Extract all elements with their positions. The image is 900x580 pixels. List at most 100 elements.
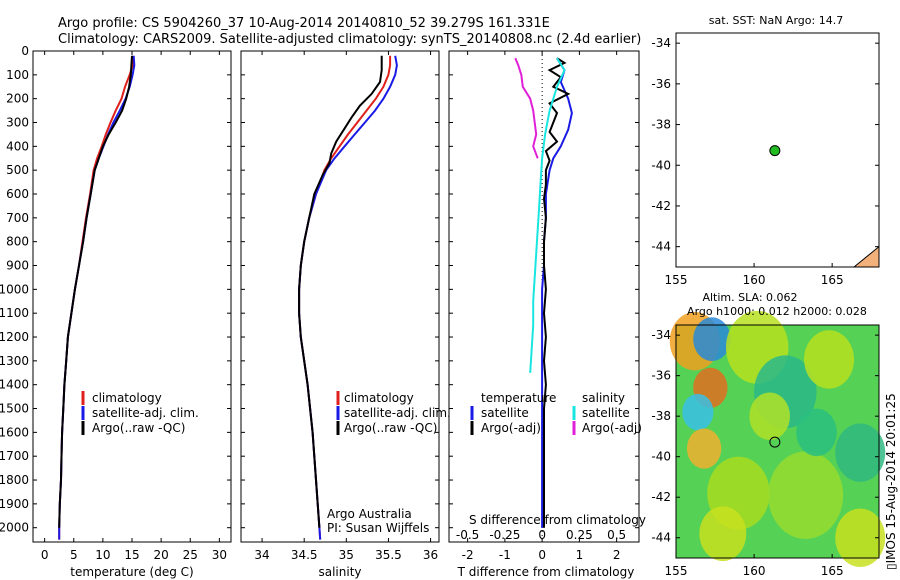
depth-tick-label: 900	[6, 259, 29, 273]
sla-anomaly-patch	[768, 451, 844, 539]
depth-tick-label: 1800	[0, 473, 29, 487]
x-tick-label: 0	[41, 548, 49, 562]
series-line	[529, 57, 566, 373]
legend-argo: Argo(..raw -QC)	[344, 421, 437, 435]
legend-climatology: climatology	[92, 391, 162, 405]
lat-tick-label: -40	[651, 158, 671, 172]
difference-xlabel: T difference from climatology	[457, 565, 635, 579]
s-difference-label: S difference from climatology	[469, 513, 646, 527]
series-line	[514, 57, 539, 159]
series-line	[541, 57, 573, 528]
depth-tick-label: 1500	[0, 402, 29, 416]
lon-tick-label: 160	[743, 273, 766, 287]
legend-temperature-title: temperature	[481, 391, 556, 405]
x-tick-label: 1	[576, 548, 584, 562]
depth-tick-label: 2000	[0, 521, 29, 535]
sla-anomaly-patch	[835, 423, 886, 482]
difference-legend: temperature satellite Argo(-adj) salinit…	[469, 391, 646, 527]
legend-t-argo: Argo(-adj)	[481, 421, 541, 435]
x-tick-label: 5	[70, 548, 78, 562]
legend-satellite: satellite-adj. clim.	[344, 406, 451, 420]
x-tick-label: 30	[212, 548, 227, 562]
depth-tick-label: 1600	[0, 425, 29, 439]
credit-pi: PI: Susan Wijffels	[327, 521, 429, 535]
x-tick-label: 35	[339, 548, 354, 562]
land-patch	[852, 245, 880, 268]
temperature-xlabel: temperature (deg C)	[70, 565, 193, 579]
depth-tick-label: 1400	[0, 378, 29, 392]
salinity-panel-frame	[240, 50, 440, 543]
argo-float-marker	[769, 436, 781, 448]
depth-tick-label: 300	[6, 116, 29, 130]
depth-tick-label: 1200	[0, 330, 29, 344]
legend-climatology: climatology	[344, 391, 414, 405]
depth-tick-label: 1700	[0, 449, 29, 463]
lat-tick-label: -40	[651, 450, 671, 464]
imos-stamp-text: IMOS 15-Aug-2014 20:01:25	[884, 393, 898, 564]
series-line	[58, 55, 133, 528]
temperature-legend: climatology satellite-adj. clim. Argo(..…	[81, 391, 199, 435]
lat-tick-label: -36	[651, 77, 671, 91]
credit-argo-australia: Argo Australia	[327, 507, 412, 521]
depth-tick-label: 200	[6, 92, 29, 106]
sla-anomaly-patch	[835, 508, 886, 567]
depth-tick-label: 700	[6, 211, 29, 225]
s-tick-label: -0.5	[456, 528, 479, 542]
sla-map-title-1: Altim. SLA: 0.062	[702, 291, 797, 304]
depth-tick-label: 1100	[0, 306, 29, 320]
depth-tick-label: 600	[6, 187, 29, 201]
imos-logo-icon: ▯	[884, 563, 898, 570]
s-tick-label: 0.5	[607, 528, 626, 542]
legend-salinity-title: salinity	[582, 391, 625, 405]
x-tick-label: 25	[183, 548, 198, 562]
x-tick-label: 15	[124, 548, 139, 562]
lon-tick-label: 155	[665, 273, 688, 287]
sla-anomaly-patch	[804, 330, 855, 389]
lat-tick-label: -42	[651, 199, 671, 213]
depth-tick-label: 1900	[0, 497, 29, 511]
lon-tick-label: 165	[821, 564, 844, 578]
legend-s-argo: Argo(-adj)	[582, 421, 642, 435]
title-line2: Climatology: CARS2009. Satellite-adjuste…	[58, 32, 641, 47]
temperature-panel-frame	[32, 50, 232, 543]
sla-map-frame	[675, 324, 880, 559]
x-tick-label: 2	[613, 548, 621, 562]
lat-tick-label: -42	[651, 490, 671, 504]
series-line	[298, 55, 383, 528]
imos-timestamp: ▯IMOS 15-Aug-2014 20:01:25	[884, 393, 898, 570]
x-tick-label: 20	[153, 548, 168, 562]
salinity-legend: climatology satellite-adj. clim. Argo(..…	[327, 391, 451, 535]
x-tick-label: 35.5	[375, 548, 402, 562]
sla-map-title-2: Argo h1000: 0.012 h2000: 0.028	[687, 305, 867, 318]
legend-t-satellite: satellite	[481, 406, 529, 420]
x-tick-label: -2	[462, 548, 474, 562]
depth-tick-label: 1300	[0, 354, 29, 368]
legend-argo: Argo(..raw -QC)	[92, 421, 185, 435]
depth-tick-label: 400	[6, 139, 29, 153]
depth-tick-label: 1000	[0, 282, 29, 296]
lat-tick-label: -44	[651, 240, 671, 254]
x-tick-label: 34	[254, 548, 269, 562]
legend-s-satellite: satellite	[582, 406, 630, 420]
lon-tick-label: 155	[665, 564, 688, 578]
depth-tick-label: 800	[6, 235, 29, 249]
argo-float-marker	[769, 145, 781, 157]
salinity-xlabel: salinity	[318, 565, 361, 579]
s-tick-label: 0.25	[566, 528, 593, 542]
lon-tick-label: 165	[821, 273, 844, 287]
sst-map-title: sat. SST: NaN Argo: 14.7	[709, 14, 843, 27]
sla-anomaly-patch	[749, 392, 790, 440]
sla-anomaly-patch	[796, 408, 837, 457]
depth-tick-label: 100	[6, 68, 29, 82]
sla-anomaly-patch	[682, 393, 714, 431]
sla-anomaly-patch	[686, 428, 722, 469]
s-tick-label: -0.25	[489, 528, 520, 542]
lon-tick-label: 160	[743, 564, 766, 578]
sla-anomaly-patch	[693, 317, 731, 362]
depth-tick-label: 500	[6, 163, 29, 177]
sla-anomaly-patch	[699, 506, 747, 562]
depth-tick-label: 0	[21, 44, 29, 58]
lat-tick-label: -38	[651, 409, 671, 423]
x-tick-label: 10	[95, 548, 110, 562]
